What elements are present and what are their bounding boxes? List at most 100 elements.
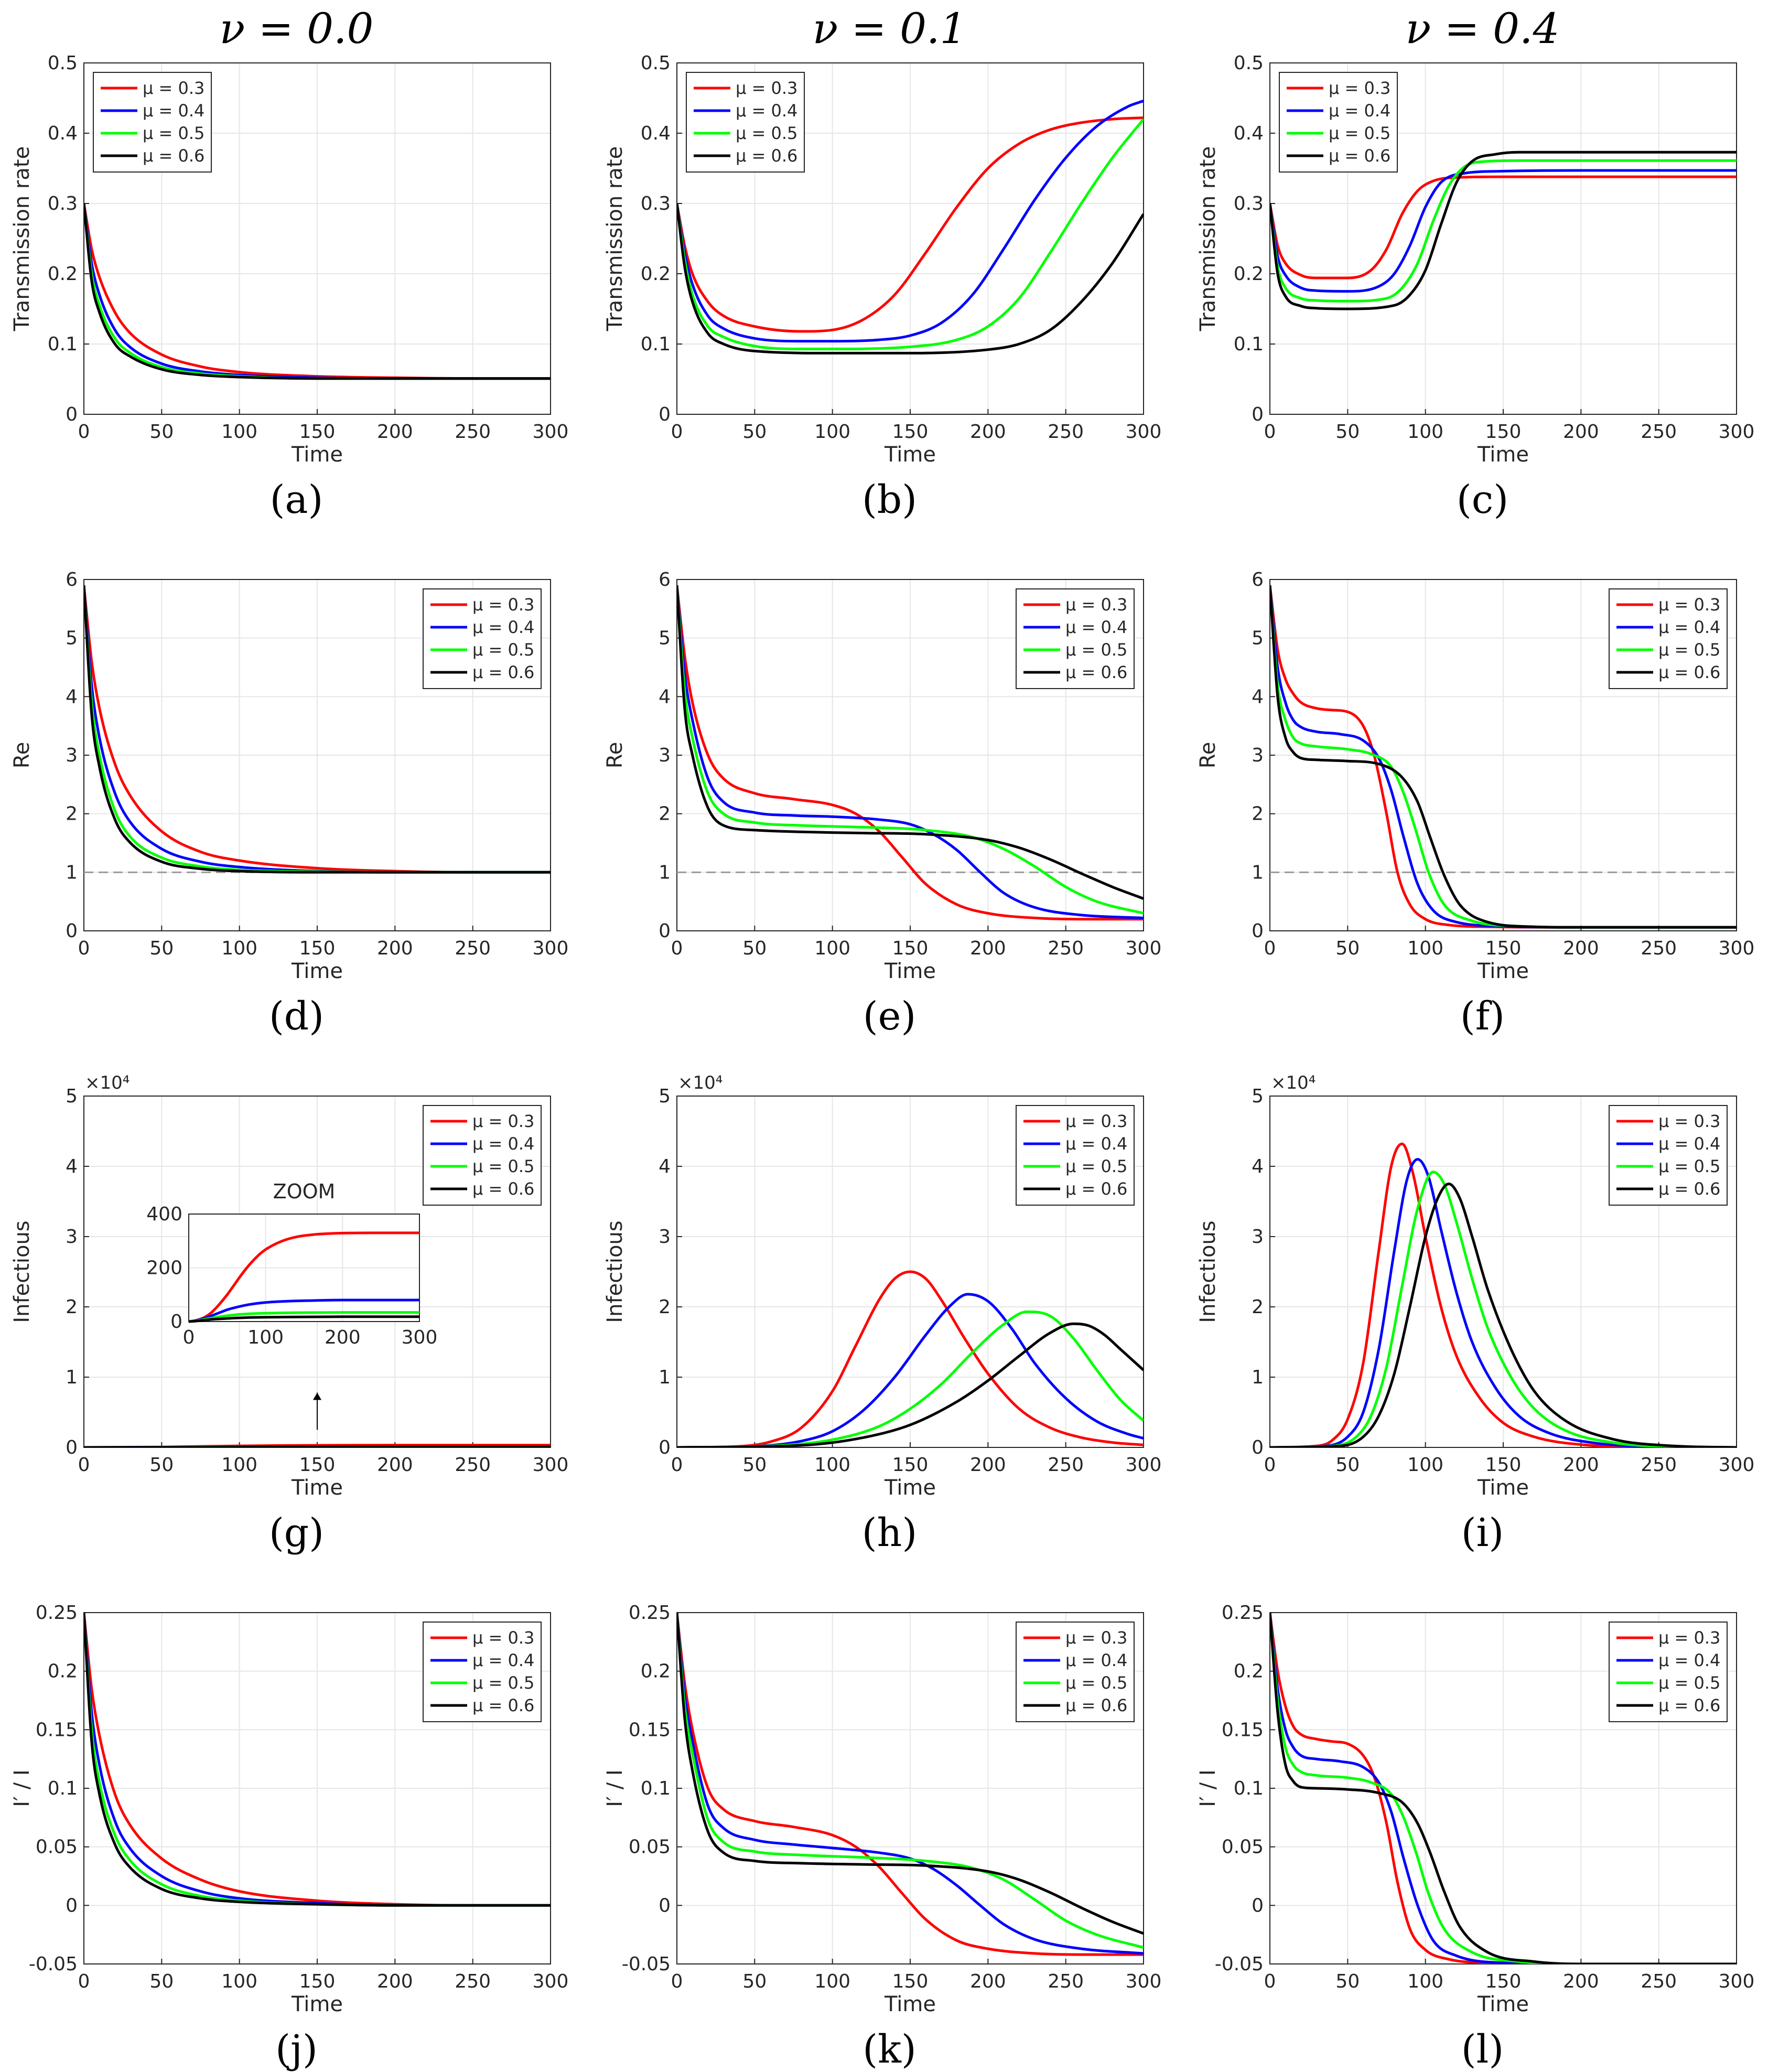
legend-entry: μ = 0.6	[472, 1695, 534, 1715]
x-tick-label: 300	[1719, 421, 1755, 443]
x-tick-label: 150	[892, 1454, 929, 1476]
y-axis-label: Re	[1196, 742, 1220, 769]
y-multiplier-label: ×10⁴	[678, 1072, 723, 1093]
y-tick-label: 4	[659, 686, 671, 707]
y-tick-label: 0.05	[1222, 1837, 1264, 1858]
y-tick-label: 3	[1252, 745, 1264, 766]
y-tick-label: -0.05	[1215, 1953, 1264, 1975]
y-tick-label: 1	[66, 1367, 78, 1388]
x-tick-label: 50	[1335, 1454, 1360, 1476]
y-tick-label: 3	[66, 745, 78, 766]
legend-entry: μ = 0.4	[1065, 617, 1127, 637]
x-tick-label: 150	[299, 1971, 336, 1992]
x-tick-label: 0	[671, 1454, 683, 1476]
x-tick-label: 100	[221, 938, 257, 959]
y-tick-label: 0.15	[36, 1719, 78, 1741]
y-axis-label: Transmission rate	[10, 146, 34, 331]
y-tick-label: 2	[1252, 803, 1264, 825]
x-tick-label: 200	[377, 421, 413, 443]
x-tick-label: 200	[970, 1454, 1006, 1476]
x-tick-label: 150	[299, 421, 336, 443]
y-axis-label: I′ / I	[1196, 1769, 1220, 1807]
y-tick-label: 0.2	[48, 1661, 78, 1682]
legend-entry: μ = 0.6	[472, 1179, 534, 1199]
legend-entry: μ = 0.5	[1658, 640, 1720, 660]
y-tick-label: 0	[659, 1895, 671, 1916]
y-tick-label: 0.3	[641, 193, 671, 214]
legend-entry: μ = 0.6	[1329, 146, 1390, 166]
x-tick-label: 0	[1264, 421, 1276, 443]
y-tick-label: 6	[1252, 569, 1264, 591]
x-tick-label: 0	[78, 421, 90, 443]
x-tick-label: 200	[1563, 938, 1599, 959]
panel-label-f: (f)	[1186, 994, 1779, 1039]
legend-entry: μ = 0.4	[1065, 1134, 1127, 1154]
y-tick-label: 0.05	[629, 1837, 671, 1858]
x-tick-label: 250	[1048, 1971, 1084, 1992]
legend-entry: μ = 0.5	[1329, 123, 1390, 143]
x-tick-label: 250	[1641, 421, 1677, 443]
y-tick-label: 6	[659, 569, 671, 591]
y-tick-label: 0.1	[1234, 334, 1264, 355]
legend-entry: μ = 0.5	[1065, 640, 1127, 660]
x-tick-label: 100	[1407, 421, 1443, 443]
legend-entry: μ = 0.4	[472, 1650, 534, 1670]
x-tick-label: 250	[455, 1454, 491, 1476]
x-tick-label: 50	[742, 1454, 767, 1476]
x-tick-label: 50	[1335, 421, 1360, 443]
x-axis-label: Time	[884, 1476, 936, 1500]
panel-label-h: (h)	[593, 1510, 1186, 1555]
legend-entry: μ = 0.4	[1658, 1650, 1720, 1670]
x-axis-label: Time	[291, 1992, 343, 2016]
legend-entry: μ = 0.5	[143, 123, 204, 143]
x-tick-label: 100	[814, 938, 850, 959]
x-tick-label: 300	[1719, 1454, 1755, 1476]
y-tick-label: 1	[659, 1367, 671, 1388]
x-tick-label: 150	[299, 938, 336, 959]
x-tick-label: 100	[221, 1454, 257, 1476]
y-tick-label: 5	[1252, 1086, 1264, 1107]
legend-entry: μ = 0.6	[472, 662, 534, 682]
y-tick-label: 3	[1252, 1226, 1264, 1248]
x-tick-label: 300	[1719, 1971, 1755, 1992]
x-tick-label: 150	[892, 421, 929, 443]
x-tick-label: 250	[1641, 938, 1677, 959]
y-tick-label: 0.1	[641, 334, 671, 355]
legend-entry: μ = 0.4	[1065, 1650, 1127, 1670]
x-tick-label: 50	[1335, 938, 1360, 959]
y-tick-label: 0.2	[48, 263, 78, 285]
legend-entry: μ = 0.3	[472, 595, 534, 615]
legend-entry: μ = 0.3	[1658, 1628, 1720, 1648]
x-tick-label: 300	[533, 1971, 569, 1992]
y-tick-label: -0.05	[29, 1953, 78, 1975]
x-tick-label: 250	[1048, 421, 1084, 443]
panel-label-j: (j)	[0, 2027, 593, 2072]
y-tick-label: 0.5	[641, 52, 671, 74]
legend-entry: μ = 0.3	[1658, 1111, 1720, 1131]
y-tick-label: 0.2	[641, 1661, 671, 1682]
y-tick-label: 0.2	[1234, 263, 1264, 285]
panel-label-c: (c)	[1186, 477, 1779, 522]
inset-x-tick-label: 300	[402, 1327, 438, 1348]
x-tick-label: 300	[533, 421, 569, 443]
x-tick-label: 200	[377, 1971, 413, 1992]
y-tick-label: 3	[66, 1226, 78, 1248]
legend-entry: μ = 0.5	[1065, 1673, 1127, 1693]
x-tick-label: 200	[970, 1971, 1006, 1992]
y-tick-label: 0	[66, 1437, 78, 1458]
y-axis-label: Infectious	[10, 1220, 34, 1323]
x-tick-label: 200	[970, 938, 1006, 959]
x-tick-label: 100	[814, 1971, 850, 1992]
